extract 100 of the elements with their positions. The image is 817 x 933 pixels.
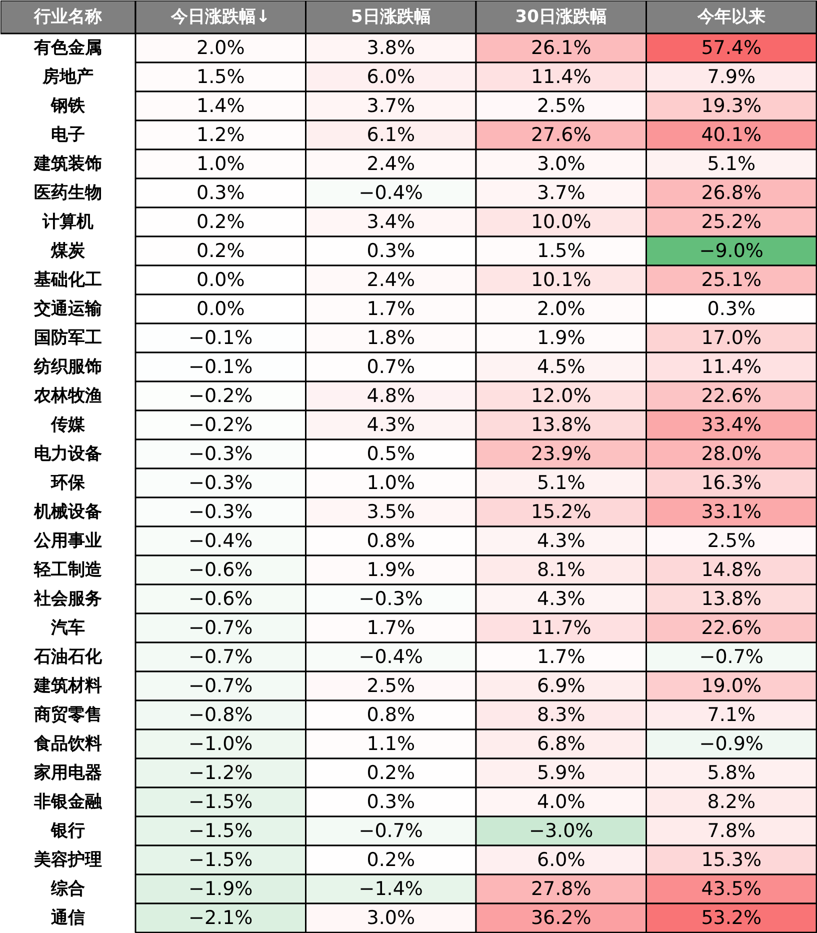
data-label: 0.3% bbox=[707, 298, 756, 320]
data-label: −0.6% bbox=[188, 559, 253, 581]
y-tick-label: 公用事业 bbox=[33, 531, 102, 551]
data-label: 23.9% bbox=[530, 443, 592, 465]
data-label: 8.2% bbox=[707, 791, 756, 813]
data-label: 22.6% bbox=[701, 617, 762, 639]
data-label: 5.1% bbox=[536, 472, 586, 494]
data-label: 2.0% bbox=[536, 298, 586, 320]
data-label: 43.5% bbox=[701, 878, 762, 900]
data-label: 8.1% bbox=[536, 559, 586, 581]
y-tick-label: 石油石化 bbox=[33, 647, 103, 667]
data-label: −0.3% bbox=[358, 588, 423, 610]
data-label: 13.8% bbox=[701, 588, 762, 610]
data-label: −0.4% bbox=[358, 646, 423, 668]
data-label: 17.0% bbox=[701, 327, 762, 349]
data-label: −2.1% bbox=[188, 907, 253, 929]
data-label: 25.1% bbox=[701, 269, 762, 291]
data-label: 3.4% bbox=[366, 211, 416, 233]
y-tick-label: 美容护理 bbox=[33, 850, 102, 870]
data-label: 1.5% bbox=[536, 240, 586, 262]
data-label: 11.7% bbox=[530, 617, 592, 639]
data-label: 4.0% bbox=[536, 791, 586, 813]
data-label: 4.8% bbox=[366, 385, 416, 407]
data-label: 1.1% bbox=[366, 733, 416, 755]
data-label: 33.1% bbox=[701, 501, 762, 523]
data-label: 3.0% bbox=[536, 153, 586, 175]
data-label: 0.8% bbox=[366, 530, 416, 552]
y-tick-label: 钢铁 bbox=[50, 96, 86, 116]
data-label: 2.5% bbox=[366, 675, 416, 697]
y-tick-label: 综合 bbox=[50, 879, 85, 899]
data-label: −1.9% bbox=[188, 878, 253, 900]
y-tick-label: 环保 bbox=[50, 473, 86, 493]
data-label: 1.0% bbox=[196, 153, 245, 175]
data-label: 11.4% bbox=[701, 356, 762, 378]
data-label: −0.3% bbox=[188, 501, 253, 523]
y-tick-label: 电力设备 bbox=[34, 444, 102, 464]
data-label: −0.7% bbox=[188, 617, 253, 639]
data-label: −1.4% bbox=[358, 878, 423, 900]
data-label: 10.0% bbox=[530, 211, 592, 233]
data-label: −9.0% bbox=[699, 240, 764, 262]
data-label: −1.0% bbox=[188, 733, 253, 755]
x-tick-label: 30日涨跌幅 bbox=[515, 7, 607, 27]
data-label: 0.2% bbox=[366, 762, 416, 784]
y-tick-label: 机械设备 bbox=[33, 502, 102, 522]
data-label: −0.7% bbox=[188, 675, 253, 697]
data-label: 5.8% bbox=[707, 762, 756, 784]
data-label: 3.7% bbox=[366, 95, 416, 117]
data-label: −1.5% bbox=[188, 791, 253, 813]
x-tick-label: 今日涨跌幅↓ bbox=[170, 7, 270, 27]
data-label: 7.8% bbox=[707, 820, 756, 842]
y-tick-label: 家用电器 bbox=[33, 763, 102, 783]
data-label: 3.5% bbox=[366, 501, 416, 523]
data-label: −0.3% bbox=[188, 472, 253, 494]
data-label: −0.7% bbox=[188, 646, 253, 668]
data-label: 6.8% bbox=[536, 733, 586, 755]
data-label: 1.7% bbox=[536, 646, 586, 668]
data-label: −1.2% bbox=[188, 762, 253, 784]
data-label: 15.3% bbox=[701, 849, 762, 871]
data-label: 0.2% bbox=[196, 240, 245, 262]
data-label: 19.0% bbox=[701, 675, 762, 697]
data-label: −0.6% bbox=[188, 588, 253, 610]
data-label: −0.4% bbox=[358, 182, 423, 204]
data-label: 0.2% bbox=[196, 211, 245, 233]
data-label: −3.0% bbox=[529, 820, 594, 842]
data-label: 57.4% bbox=[701, 37, 762, 59]
data-label: 1.7% bbox=[366, 298, 416, 320]
y-tick-label: 房地产 bbox=[42, 67, 94, 87]
data-label: 4.3% bbox=[536, 588, 586, 610]
data-label: 5.9% bbox=[536, 762, 586, 784]
data-label: 0.8% bbox=[366, 704, 416, 726]
data-label: 1.9% bbox=[536, 327, 586, 349]
data-label: −0.9% bbox=[699, 733, 764, 755]
data-label: 1.4% bbox=[196, 95, 245, 117]
data-label: 12.0% bbox=[530, 385, 592, 407]
y-tick-label: 有色金属 bbox=[33, 38, 102, 58]
data-label: −0.7% bbox=[699, 646, 764, 668]
data-label: 5.1% bbox=[707, 153, 756, 175]
data-label: 53.2% bbox=[701, 907, 762, 929]
data-label: −0.2% bbox=[188, 414, 253, 436]
y-tick-label: 计算机 bbox=[42, 212, 94, 232]
data-label: 7.1% bbox=[707, 704, 756, 726]
data-label: 2.4% bbox=[366, 269, 416, 291]
data-label: −0.1% bbox=[188, 356, 253, 378]
data-label: 36.2% bbox=[530, 907, 592, 929]
data-label: 6.1% bbox=[366, 124, 416, 146]
y-tick-label: 医药生物 bbox=[34, 183, 102, 203]
data-label: 27.6% bbox=[530, 124, 592, 146]
y-tick-label: 农林牧渔 bbox=[33, 386, 102, 406]
data-label: −1.5% bbox=[188, 820, 253, 842]
y-tick-label: 建筑装饰 bbox=[32, 154, 102, 174]
data-label: 3.8% bbox=[366, 37, 416, 59]
data-label: 11.4% bbox=[530, 66, 592, 88]
data-label: 3.0% bbox=[366, 907, 416, 929]
y-tick-label: 银行 bbox=[50, 821, 85, 841]
data-label: 1.9% bbox=[366, 559, 416, 581]
data-label: 40.1% bbox=[701, 124, 762, 146]
x-tick-label: 5日涨跌幅 bbox=[350, 7, 431, 27]
data-label: 0.2% bbox=[366, 849, 416, 871]
data-label: 1.2% bbox=[196, 124, 245, 146]
data-label: 25.2% bbox=[701, 211, 762, 233]
